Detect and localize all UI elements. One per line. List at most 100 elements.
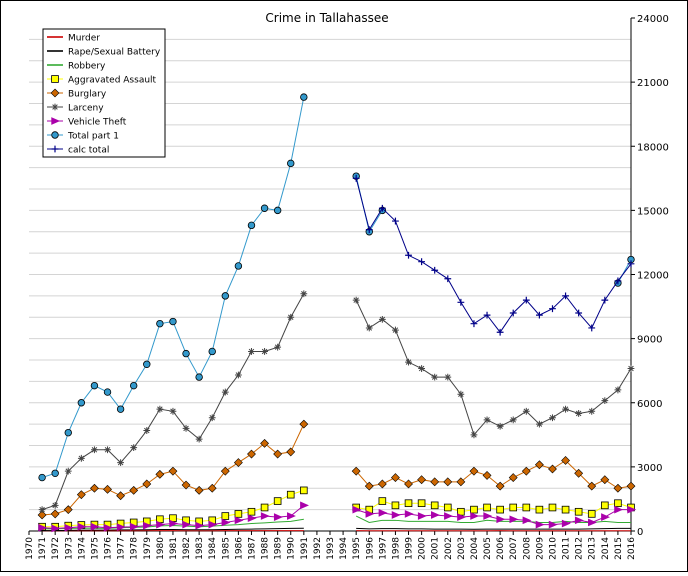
legend-label: Vehicle Theft bbox=[68, 118, 127, 128]
x-tick-label: 1971 bbox=[38, 537, 48, 560]
y-tick-label: 21000 bbox=[637, 78, 669, 89]
data-point bbox=[510, 504, 517, 511]
x-tick-label: 1997 bbox=[378, 537, 388, 560]
x-tick-label: 1976 bbox=[104, 537, 114, 560]
data-point bbox=[601, 502, 608, 509]
y-tick-label: 15000 bbox=[637, 206, 669, 217]
x-tick-label: 1982 bbox=[182, 537, 192, 560]
data-point bbox=[536, 506, 543, 513]
y-tick-label: 12000 bbox=[637, 271, 669, 282]
data-point bbox=[287, 314, 294, 321]
chart-title: Crime in Tallahassee bbox=[265, 11, 388, 25]
data-point bbox=[156, 406, 163, 413]
data-point bbox=[143, 427, 150, 434]
data-point bbox=[418, 365, 425, 372]
data-point bbox=[235, 372, 242, 379]
x-tick-label: 1983 bbox=[195, 537, 205, 560]
data-point bbox=[143, 361, 150, 368]
data-point bbox=[39, 506, 46, 513]
x-tick-label: 1974 bbox=[77, 537, 87, 560]
legend-label: calc total bbox=[68, 146, 109, 156]
x-tick-label: 1975 bbox=[90, 537, 100, 560]
data-point bbox=[471, 506, 478, 513]
data-point bbox=[379, 316, 386, 323]
data-point bbox=[536, 421, 543, 428]
x-tick-label: 2011 bbox=[562, 537, 572, 560]
data-point bbox=[52, 470, 59, 477]
data-point bbox=[497, 423, 504, 430]
x-tick-label: 1973 bbox=[64, 537, 74, 560]
x-tick-label: 1988 bbox=[261, 537, 271, 560]
data-point bbox=[392, 502, 399, 509]
x-tick-label: 1984 bbox=[208, 537, 218, 560]
data-point bbox=[91, 382, 98, 389]
x-tick-label: 2010 bbox=[548, 537, 558, 560]
data-point bbox=[222, 389, 229, 396]
x-tick-label: 1977 bbox=[117, 537, 127, 560]
x-tick-label: 2005 bbox=[483, 537, 493, 560]
data-point bbox=[170, 318, 177, 325]
x-tick-label: 2012 bbox=[575, 537, 585, 560]
x-tick-label: 1978 bbox=[130, 537, 140, 560]
data-point bbox=[601, 397, 608, 404]
data-point bbox=[52, 132, 59, 139]
x-tick-label: 1979 bbox=[143, 537, 153, 560]
data-point bbox=[523, 408, 530, 415]
data-point bbox=[222, 293, 229, 300]
x-tick-label: 1994 bbox=[339, 537, 349, 560]
x-tick-label: 2004 bbox=[470, 537, 480, 560]
x-tick-label: 2002 bbox=[444, 537, 454, 560]
data-point bbox=[248, 222, 255, 229]
data-point bbox=[248, 508, 255, 515]
data-point bbox=[209, 348, 216, 355]
data-point bbox=[615, 387, 622, 394]
legend-label: Larceny bbox=[68, 104, 104, 114]
x-tick-label: 2016 bbox=[627, 537, 637, 560]
x-tick-label: 1972 bbox=[51, 537, 61, 560]
data-point bbox=[523, 504, 530, 511]
x-tick-label: 2006 bbox=[496, 537, 506, 560]
data-point bbox=[157, 320, 164, 327]
data-point bbox=[549, 504, 556, 511]
data-point bbox=[183, 425, 190, 432]
data-point bbox=[196, 436, 203, 443]
data-point bbox=[575, 410, 582, 417]
x-tick-label: 1980 bbox=[156, 537, 166, 560]
data-point bbox=[130, 382, 137, 389]
x-tick-label: 2013 bbox=[588, 537, 598, 560]
data-point bbox=[497, 506, 504, 513]
data-point bbox=[117, 459, 124, 466]
legend-label: Total part 1 bbox=[67, 132, 119, 142]
x-tick-label: 2007 bbox=[509, 537, 519, 560]
data-point bbox=[130, 444, 137, 451]
data-point bbox=[431, 374, 438, 381]
data-point bbox=[104, 446, 111, 453]
data-point bbox=[575, 508, 582, 515]
data-point bbox=[222, 513, 229, 520]
data-point bbox=[588, 511, 595, 518]
legend-label: Burglary bbox=[68, 90, 107, 100]
data-point bbox=[104, 389, 111, 396]
data-point bbox=[274, 207, 281, 214]
data-point bbox=[471, 431, 478, 438]
data-point bbox=[235, 263, 242, 270]
data-point bbox=[484, 416, 491, 423]
data-point bbox=[444, 504, 451, 511]
x-tick-label: 1999 bbox=[405, 537, 415, 560]
x-tick-label: 1998 bbox=[391, 537, 401, 560]
data-point bbox=[65, 468, 72, 475]
data-point bbox=[287, 160, 294, 167]
data-point bbox=[562, 406, 569, 413]
x-tick-label: 2000 bbox=[418, 537, 428, 560]
data-point bbox=[261, 348, 268, 355]
y-tick-label: 18000 bbox=[637, 142, 669, 153]
data-point bbox=[562, 506, 569, 513]
data-point bbox=[52, 104, 59, 111]
data-point bbox=[418, 500, 425, 507]
data-point bbox=[235, 511, 242, 518]
data-point bbox=[209, 414, 216, 421]
data-point bbox=[405, 359, 412, 366]
y-tick-label: 24000 bbox=[637, 14, 669, 25]
